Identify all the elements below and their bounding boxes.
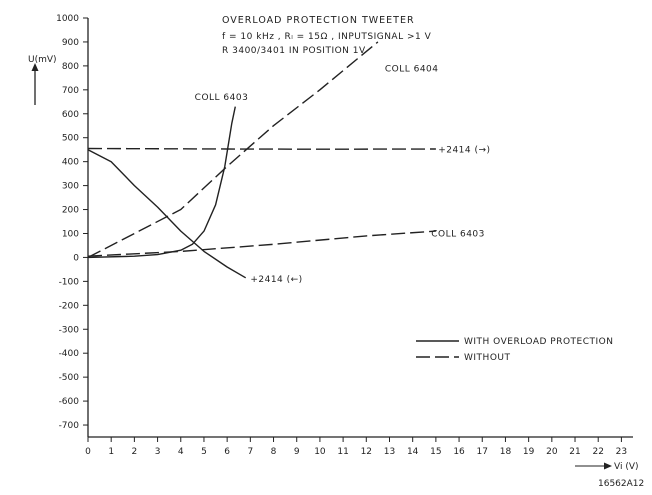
figure-id: 16562A12 [598, 479, 644, 489]
annotation-label: COLL 6403 [431, 229, 485, 239]
y-tick-label: -400 [59, 349, 80, 359]
series-group [87, 41, 436, 279]
x-tick-label: 13 [384, 447, 395, 457]
x-tick-label: 3 [155, 447, 161, 457]
x-tick-label: 12 [361, 447, 372, 457]
y-tick-label: -500 [59, 373, 80, 383]
x-tick-label: 21 [569, 447, 580, 457]
x-axis-label: Vi (V) [614, 462, 639, 472]
x-tick-label: 7 [247, 447, 253, 457]
annotations: COLL 6404 COLL 6403 +2414 (→) COLL 6403 +241… [195, 64, 490, 285]
y-tick-label: -300 [59, 325, 80, 335]
x-tick-label: 4 [178, 447, 184, 457]
x-tick-label: 1 [108, 447, 114, 457]
title-block: OVERLOAD PROTECTION TWEETER f = 10 kHz ,… [222, 15, 432, 56]
x-tick-label: 22 [592, 447, 603, 457]
y-tick-label: 800 [62, 62, 79, 72]
x-tick-label: 15 [430, 447, 441, 457]
y-tick-label: 200 [62, 206, 79, 216]
y-axis-label: U(mV) [28, 55, 57, 65]
x-tick-label: 23 [616, 447, 627, 457]
x-tick-label: 20 [546, 447, 558, 457]
y-tick-label: 400 [62, 158, 79, 168]
y-axis-arrowhead [31, 63, 39, 71]
y-tick-label: -100 [59, 277, 80, 287]
x-tick-label: 11 [337, 447, 348, 457]
chart-subtitle-conditions: f = 10 kHz , Rₗ = 15Ω , INPUTSIGNAL >1 V [222, 32, 432, 42]
x-tick-label: 0 [85, 447, 91, 457]
x-tick-label: 17 [477, 447, 488, 457]
legend-label-without: WITHOUT [464, 353, 511, 363]
annotation-label: +2414 (→) [438, 146, 490, 156]
y-tick-label: 600 [62, 110, 79, 120]
x-tick-label: 9 [294, 447, 300, 457]
y-tick-label: 700 [62, 86, 79, 96]
series-line-4 [87, 106, 236, 259]
x-tick-label: 14 [407, 447, 419, 457]
y-tick-label: 300 [62, 182, 79, 192]
x-axis-arrowhead [604, 462, 612, 470]
x-tick-label: 6 [224, 447, 230, 457]
x-tick-label: 18 [500, 447, 512, 457]
x-tick-label: 5 [201, 447, 207, 457]
series-line-2 [87, 147, 436, 150]
x-tick-label: 19 [523, 447, 535, 457]
y-tick-label: 1000 [56, 14, 79, 24]
y-tick-label: 0 [73, 253, 79, 263]
x-tick-label: 16 [453, 447, 465, 457]
series-line-3 [87, 230, 436, 257]
annotation-label: COLL 6404 [385, 64, 439, 74]
y-tick-label: 500 [62, 134, 79, 144]
y-tick-label: 100 [62, 229, 79, 239]
series-line-5 [87, 149, 247, 279]
y-tick-label: -200 [59, 301, 80, 311]
x-tick-label: 8 [271, 447, 277, 457]
annotation-label: +2414 (←) [250, 275, 302, 285]
x-tick-label: 2 [132, 447, 138, 457]
y-tick-label: -600 [59, 397, 80, 407]
legend-label-with-protection: WITH OVERLOAD PROTECTION [464, 337, 613, 347]
x-axis: 0 1 2 3 4 5 6 7 8 9 10 11 12 13 14 15 16 17 18 19 20 21 22 23 [85, 436, 633, 457]
y-tick-label: -700 [59, 421, 80, 431]
y-axis: 10009008007006005004003002001000-100-200… [56, 14, 89, 437]
series-line-1 [87, 41, 379, 259]
legend: WITH OVERLOAD PROTECTION WITHOUT [416, 337, 613, 363]
chart-subtitle-position: R 3400/3401 IN POSITION 1V [222, 46, 366, 56]
y-tick-label: 900 [62, 38, 79, 48]
annotation-label: COLL 6403 [195, 93, 249, 103]
chart-title: OVERLOAD PROTECTION TWEETER [222, 15, 415, 26]
x-tick-label: 10 [314, 447, 326, 457]
